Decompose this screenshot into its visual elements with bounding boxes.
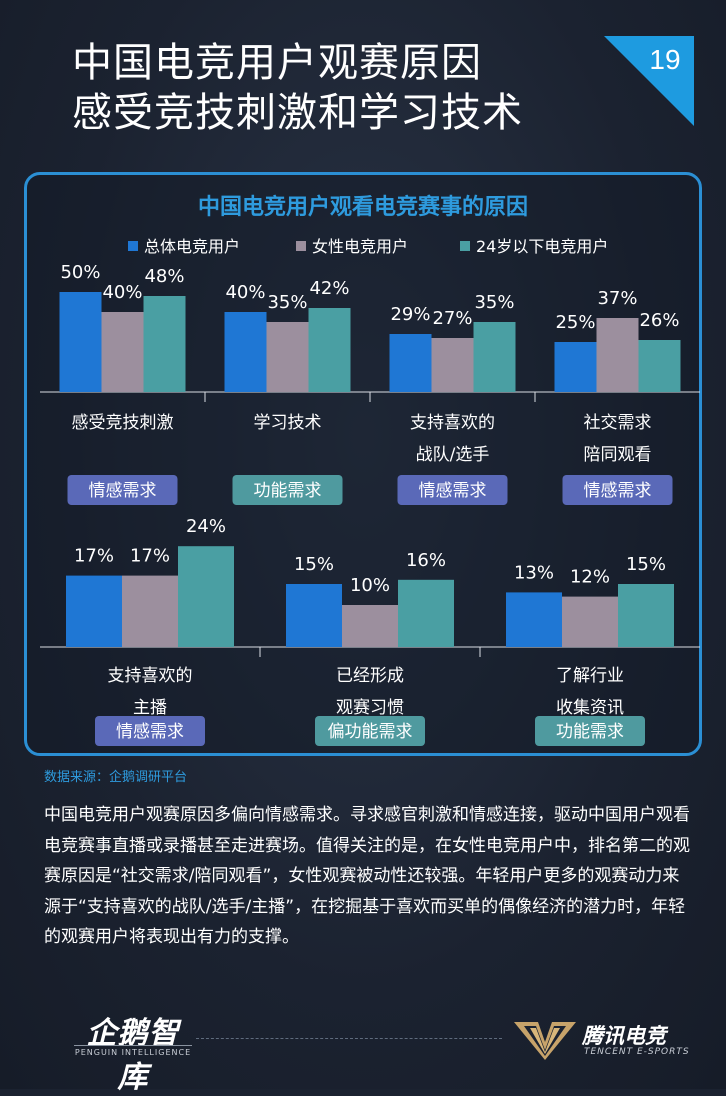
data-label-total: 17% bbox=[74, 546, 114, 567]
need-tag-badge bbox=[535, 716, 645, 746]
tencent-esports-emblem-icon bbox=[514, 1022, 576, 1060]
page-title-line2: 感受竞技刺激和学习技术 bbox=[72, 90, 523, 136]
need-tag-badge bbox=[95, 716, 205, 746]
data-label-under24: 24% bbox=[186, 516, 226, 537]
category-label: 已经形成 bbox=[336, 666, 404, 686]
need-tag-label: 情感需求 bbox=[419, 481, 487, 501]
bar-total bbox=[554, 342, 597, 392]
category-label: 了解行业 bbox=[556, 666, 624, 686]
data-label-female: 37% bbox=[597, 288, 637, 309]
data-label-under24: 26% bbox=[639, 310, 679, 331]
need-tag-label: 情感需求 bbox=[116, 722, 184, 742]
category-label: 支持喜欢的 bbox=[108, 666, 193, 686]
category-label: 收集资讯 bbox=[556, 698, 624, 718]
data-label-female: 12% bbox=[570, 567, 610, 588]
need-tag-badge bbox=[562, 475, 673, 505]
logo-divider bbox=[74, 1045, 192, 1046]
bar-total bbox=[224, 312, 267, 392]
category-label: 观赛习惯 bbox=[336, 697, 404, 718]
need-tag-label: 功能需求 bbox=[254, 481, 322, 501]
data-label-total: 50% bbox=[60, 262, 100, 283]
data-label-total: 13% bbox=[514, 562, 554, 583]
category-label: 社交需求 bbox=[584, 413, 652, 433]
bar-total bbox=[66, 575, 122, 647]
data-label-under24: 48% bbox=[144, 266, 184, 287]
bar-female bbox=[266, 322, 309, 392]
data-label-under24: 35% bbox=[474, 292, 514, 313]
bar-female bbox=[342, 605, 398, 647]
chart-panel bbox=[24, 172, 702, 756]
chart-title: 中国电竞用户观看电竞赛事的原因 bbox=[198, 194, 528, 220]
data-label-total: 15% bbox=[294, 554, 334, 575]
page-number: 19 bbox=[649, 44, 681, 75]
legend-label-total: 总体电竞用户 bbox=[144, 237, 240, 256]
category-label: 支持喜欢的 bbox=[410, 413, 495, 433]
data-label-total: 40% bbox=[225, 282, 265, 303]
data-label-female: 27% bbox=[432, 308, 472, 329]
bar-female bbox=[101, 312, 144, 392]
need-tag-badge bbox=[397, 475, 508, 505]
legend-swatch-under24 bbox=[460, 241, 470, 251]
data-label-under24: 15% bbox=[626, 554, 666, 575]
category-label: 战队/选手 bbox=[416, 445, 490, 465]
data-label-total: 29% bbox=[390, 304, 430, 325]
need-tag-badge bbox=[67, 475, 178, 505]
category-label: 主播 bbox=[133, 698, 167, 718]
footer-divider bbox=[196, 1038, 502, 1039]
data-label-female: 40% bbox=[102, 282, 142, 303]
analysis-paragraph: 中国电竞用户观赛原因多偏向情感需求。寻求感官刺激和情感连接，驱动中国用户观看电竞… bbox=[44, 805, 690, 947]
need-tag-label: 情感需求 bbox=[89, 481, 157, 501]
data-label-female: 17% bbox=[130, 546, 170, 567]
need-tag-badge bbox=[232, 475, 343, 505]
category-label: 陪同观看 bbox=[584, 445, 652, 465]
bar-total bbox=[389, 334, 432, 392]
page-title-line1: 中国电竞用户观赛原因 bbox=[72, 40, 482, 86]
bar-female bbox=[431, 338, 474, 392]
tencent-esports-subtext: TENCENT E-SPORTS bbox=[584, 1047, 690, 1057]
penguin-intelligence-logo: 企鹅智库 PENGUIN INTELLIGENCE bbox=[74, 1008, 192, 1095]
tencent-esports-text: 腾讯电竞 bbox=[582, 1024, 666, 1048]
tencent-esports-logo: 腾讯电竞 TENCENT E-SPORTS bbox=[512, 1016, 689, 1062]
bar-under24 bbox=[398, 579, 454, 647]
data-label-under24: 16% bbox=[406, 550, 446, 571]
data-source: 数据来源：企鹅调研平台 bbox=[44, 770, 188, 785]
bar-total bbox=[286, 584, 342, 647]
data-label-female: 35% bbox=[267, 292, 307, 313]
category-label: 学习技术 bbox=[254, 413, 322, 433]
bar-under24 bbox=[638, 340, 681, 392]
bar-under24 bbox=[178, 546, 234, 647]
bar-under24 bbox=[308, 308, 351, 392]
penguin-logo-subtext: PENGUIN INTELLIGENCE bbox=[74, 1048, 192, 1057]
category-label: 感受竞技刺激 bbox=[72, 413, 174, 433]
bar-total bbox=[506, 592, 562, 647]
need-tag-label: 功能需求 bbox=[556, 722, 624, 742]
need-tag-label: 情感需求 bbox=[584, 481, 652, 501]
need-tag-label: 偏功能需求 bbox=[328, 722, 413, 742]
bar-female bbox=[122, 575, 178, 647]
bar-under24 bbox=[143, 296, 186, 392]
bar-total bbox=[59, 292, 102, 392]
bar-female bbox=[596, 318, 639, 392]
data-label-under24: 42% bbox=[309, 278, 349, 299]
need-tag-badge bbox=[315, 716, 425, 746]
bar-under24 bbox=[618, 584, 674, 647]
bar-under24 bbox=[473, 322, 516, 392]
legend-swatch-female bbox=[296, 241, 306, 251]
legend-label-under24: 24岁以下电竞用户 bbox=[476, 237, 608, 256]
legend-label-female: 女性电竞用户 bbox=[312, 237, 408, 256]
bar-female bbox=[562, 596, 618, 647]
data-label-total: 25% bbox=[555, 312, 595, 333]
legend-swatch-total bbox=[128, 241, 138, 251]
data-label-female: 10% bbox=[350, 575, 390, 596]
